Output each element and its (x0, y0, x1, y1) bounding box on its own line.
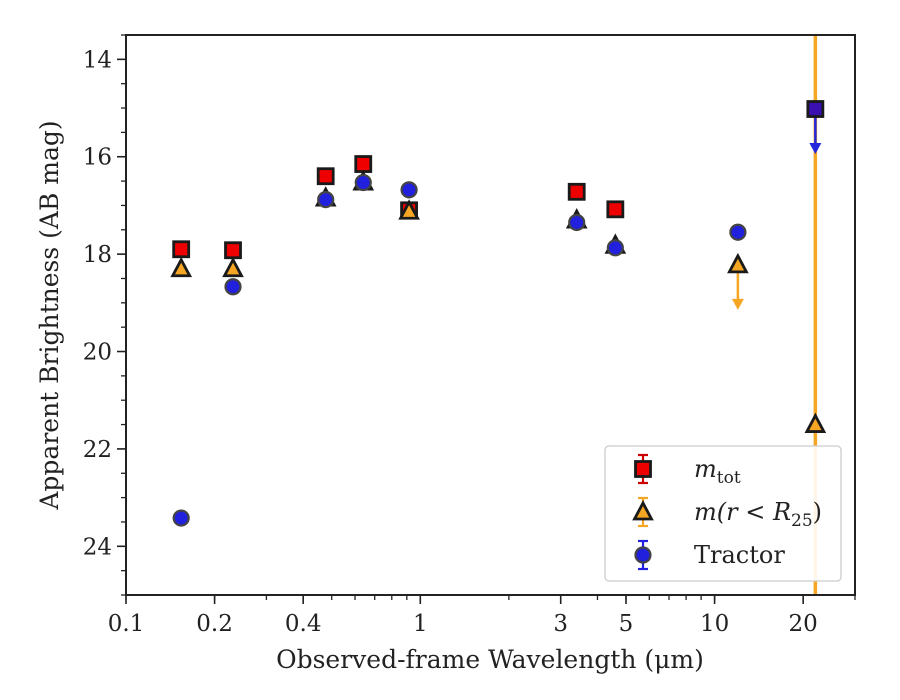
y-tick-label-2: 18 (83, 242, 112, 268)
x-tick-label-0: 0.1 (108, 611, 145, 637)
x-tick-label-7: 20 (789, 611, 818, 637)
data-point-circle-6 (606, 239, 624, 257)
y-tick-label-5: 24 (83, 534, 112, 560)
legend-label-square: mtot (694, 455, 741, 488)
data-point-square-3 (354, 155, 373, 173)
series-circle (172, 173, 747, 527)
upper-limit-arrow-square-7-head (809, 143, 822, 155)
data-point-triangle-4 (398, 199, 420, 220)
x-tick-label-6: 10 (700, 611, 729, 637)
y-tick-label-1: 16 (83, 145, 112, 171)
series-square (172, 100, 825, 260)
data-point-square-2 (316, 167, 335, 186)
upper-limit-arrow-triangle-7-head (731, 298, 744, 310)
x-tick-label-1: 0.2 (196, 611, 233, 637)
legend-label-circle: Tractor (694, 541, 785, 569)
data-point-circle-1 (224, 278, 242, 296)
upper-limit-arrow-square-7 (809, 117, 822, 155)
data-point-circle-7 (729, 223, 747, 241)
y-tick-label-4: 22 (83, 437, 112, 463)
data-point-circle-5 (568, 213, 586, 232)
data-point-triangle-8 (804, 412, 827, 433)
data-point-square-6 (606, 200, 625, 219)
x-tick-label-3: 1 (413, 611, 428, 637)
y-axis-title: Apparent Brightness (AB mag) (35, 120, 64, 510)
axes: 0.1 0.2 0.4 1 3 5 10 20 14 16 18 20 22 24 (83, 34, 856, 637)
data-point-circle-0 (172, 509, 190, 527)
legend-box (604, 445, 842, 582)
data-point-square-1 (224, 241, 242, 260)
plot-area (170, 35, 827, 595)
data-point-square-7 (806, 100, 825, 118)
legend: mtot m(r < R25) Tractor (604, 445, 842, 582)
legend-marker-circle (634, 546, 652, 564)
data-point-circle-3 (354, 173, 372, 192)
data-point-triangle-1 (222, 256, 244, 278)
upper-limit-arrow-triangle-7 (731, 272, 744, 310)
data-point-triangle-7 (727, 252, 749, 274)
x-tick-label-2: 0.4 (285, 611, 322, 637)
series-triangle (170, 170, 827, 433)
data-point-circle-4 (400, 181, 418, 199)
data-point-circle-2 (317, 190, 335, 209)
data-point-square-0 (172, 240, 191, 259)
y-tick-label-0: 14 (83, 47, 112, 73)
legend-entry-square: mtot (634, 453, 741, 488)
x-axis-title: Observed-frame Wavelength (μm) (276, 645, 704, 674)
data-point-triangle-0 (170, 256, 193, 278)
legend-marker-square (634, 460, 652, 478)
y-tick-label-3: 20 (83, 340, 112, 366)
legend-marker-triangle (632, 500, 654, 521)
plot-frame (125, 34, 856, 596)
legend-entry-circle: Tractor (634, 539, 785, 571)
legend-entry-triangle: m(r < R25) (632, 496, 822, 531)
x-tick-label-4: 3 (553, 611, 568, 637)
legend-label-triangle: m(r < R25) (694, 498, 822, 531)
data-point-square-5 (567, 182, 586, 201)
x-tick-label-5: 5 (619, 611, 634, 637)
